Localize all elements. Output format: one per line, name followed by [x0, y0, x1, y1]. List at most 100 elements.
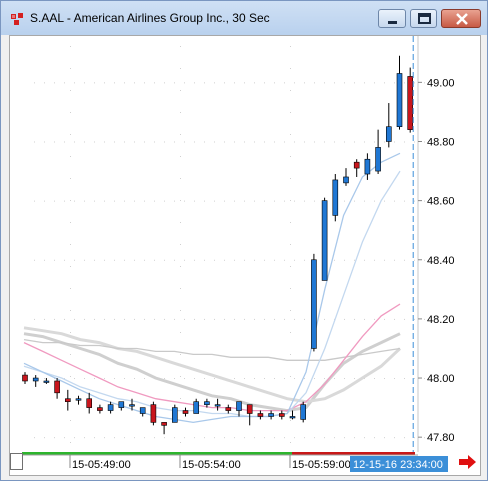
grid-dot [294, 378, 295, 380]
candle-body [257, 413, 264, 417]
grid-dot [414, 141, 415, 143]
y-tick-label: 48.00 [427, 373, 455, 385]
candle-body [268, 413, 274, 417]
grid-dot [94, 259, 95, 261]
grid-dot [374, 318, 375, 320]
y-tick-label: 48.80 [427, 136, 455, 148]
grid-dot [234, 141, 235, 143]
grid-dot [414, 437, 415, 439]
grid-dot [34, 82, 35, 84]
grid-dot [374, 82, 375, 84]
candle-body [343, 176, 349, 184]
chart-frame: 49.00 48.80 48.60 48.40 48.20 48.00 47.80 15-05… [9, 35, 481, 476]
grid-dot [204, 141, 205, 143]
grid-dot [174, 259, 175, 261]
grid-dot [324, 378, 325, 380]
grid-dot [54, 437, 55, 439]
grid-dot [384, 437, 385, 439]
grid-dot [134, 259, 135, 261]
grid-dot [34, 259, 35, 261]
grid-dot [180, 134, 181, 135]
grid-dot [254, 437, 255, 439]
grid-dot [54, 259, 55, 261]
grid-dot [70, 244, 71, 245]
close-icon [456, 13, 468, 25]
grid-dot [84, 378, 85, 380]
grid-dot [134, 318, 135, 320]
grid-dot [274, 378, 275, 380]
scroll-corner-box[interactable] [10, 453, 23, 470]
grid-dot [164, 82, 165, 84]
grid-dot [294, 437, 295, 439]
grid-dot [290, 222, 291, 223]
grid-dot [124, 82, 125, 84]
grid-dot [134, 200, 135, 202]
grid-dot [54, 378, 55, 380]
grid-dot [144, 318, 145, 320]
candle-body [172, 407, 178, 423]
app-chart-icon [11, 13, 23, 25]
grid-dot [424, 378, 425, 380]
grid-dot [290, 442, 291, 443]
grid-dot [94, 437, 95, 439]
grid-dot [384, 141, 385, 143]
grid-dot [70, 354, 71, 355]
maximize-button[interactable] [410, 9, 437, 28]
grid-dot [304, 259, 305, 261]
grid-dot [84, 437, 85, 439]
grid-dot [194, 378, 195, 380]
grid-dot [180, 288, 181, 289]
maximize-icon [418, 13, 431, 24]
grid-dot [304, 437, 305, 439]
scroll-right-arrow-icon[interactable] [458, 455, 478, 469]
grid-dot [284, 437, 285, 439]
candle-body [107, 404, 114, 411]
candle-body [161, 422, 167, 426]
grid-dot [114, 437, 115, 439]
grid-dot [214, 259, 215, 261]
candlestick-chart[interactable]: 49.00 48.80 48.60 48.40 48.20 48.00 47.80 15-05… [10, 36, 480, 475]
grid-dot [64, 259, 65, 261]
y-tick-label: 48.40 [427, 255, 455, 267]
moving-average-line-1 [23, 326, 402, 404]
candle-body [321, 200, 328, 281]
grid-dot [290, 112, 291, 113]
grid-dot [104, 437, 105, 439]
x-tick-label: 15-05:59:00 [292, 459, 351, 471]
grid-dot [404, 318, 405, 320]
y-tick-label: 47.80 [427, 432, 455, 444]
grid-dot [154, 318, 155, 320]
grid-dot [274, 259, 275, 261]
grid-dot [154, 437, 155, 439]
grid-dot [84, 200, 85, 202]
grid-dot [354, 141, 355, 143]
grid-dot [194, 437, 195, 439]
grid-dot [70, 266, 71, 267]
grid-dot [254, 378, 255, 380]
grid-dot [424, 437, 425, 439]
grid-dot [264, 82, 265, 84]
grid-dot [224, 437, 225, 439]
grid-dot [414, 378, 415, 380]
grid-dot [180, 310, 181, 311]
grid-dot [74, 378, 75, 380]
grid-dot [404, 437, 405, 439]
grid-dot [304, 141, 305, 143]
grid-dot [264, 378, 265, 380]
grid-dot [224, 200, 225, 202]
grid-dot [284, 200, 285, 202]
close-button[interactable] [441, 9, 481, 28]
grid-dot [94, 141, 95, 143]
candle-body [396, 73, 403, 128]
minimize-button[interactable] [378, 9, 406, 28]
candle-body [32, 377, 39, 382]
grid-dot [180, 398, 181, 399]
title-bar[interactable]: S.AAL - American Airlines Group Inc., 30… [1, 1, 487, 35]
x-tick-label: 15-05:54:00 [182, 459, 241, 471]
grid-dot [404, 259, 405, 261]
y-tick-label: 49.00 [427, 77, 455, 89]
time-bar-red [292, 452, 415, 455]
grid-dot [124, 318, 125, 320]
candle-body [385, 126, 392, 142]
